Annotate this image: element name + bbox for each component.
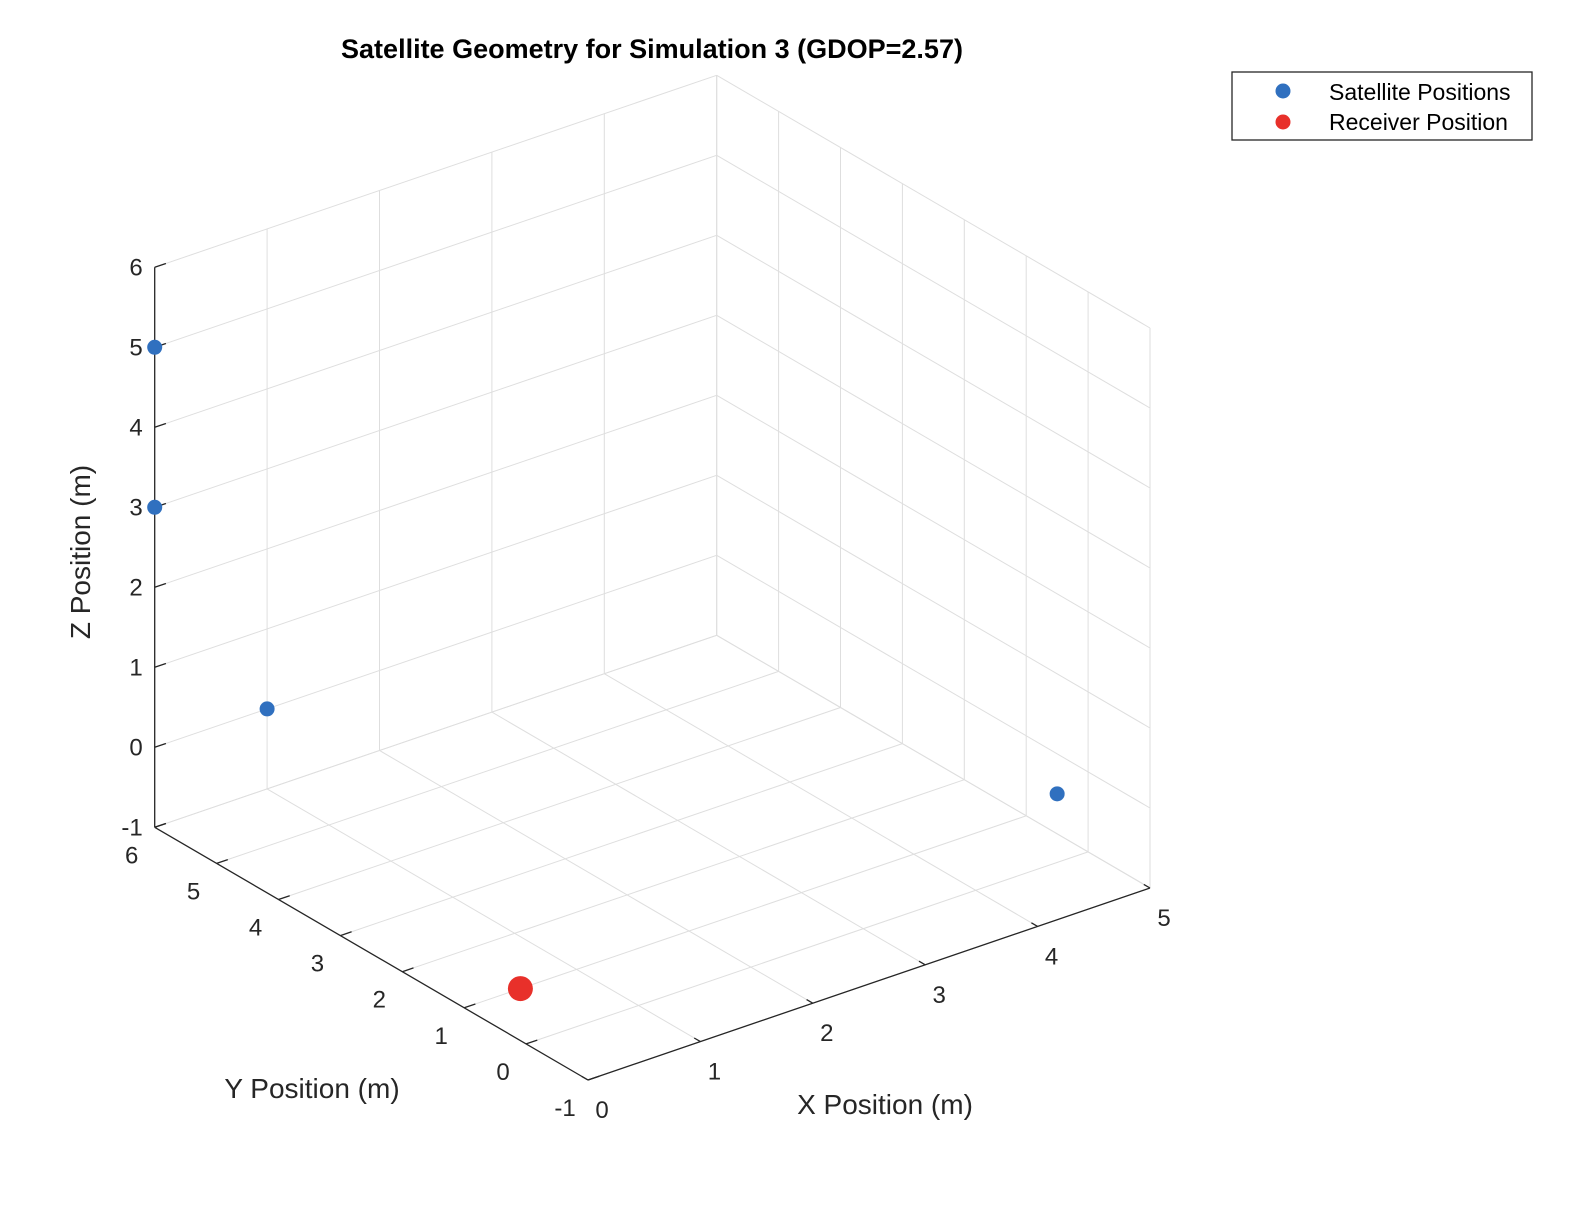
- grid-lines: [154, 74, 1151, 1081]
- z-tick-label: -1: [121, 814, 142, 841]
- legend: Satellite Positions Receiver Position: [1231, 71, 1533, 141]
- z-tick-label: 5: [129, 334, 142, 361]
- floor-grid-x: [604, 673, 1038, 927]
- x-tick-mark: [918, 960, 926, 966]
- floor-grid-y: [525, 851, 1089, 1045]
- side-wall-grid-z: [716, 154, 1151, 409]
- y-tick-label: 4: [249, 915, 262, 942]
- y-tick-label: 2: [373, 987, 386, 1014]
- y-tick-mark: [587, 1075, 600, 1081]
- side-wall-grid-z: [716, 314, 1151, 569]
- y-tick-mark: [402, 967, 414, 973]
- z-tick-mark: [154, 662, 167, 668]
- satellite-point: [1049, 786, 1065, 802]
- y-tick-mark: [463, 1003, 476, 1009]
- back-wall-grid-z: [154, 234, 717, 428]
- satellite-point: [259, 701, 275, 717]
- side-wall-grid-z: [716, 234, 1151, 489]
- x-tick-mark: [693, 1037, 701, 1043]
- back-wall-grid-z: [154, 154, 717, 348]
- z-tick-mark: [154, 422, 167, 428]
- legend-label-satellite: Satellite Positions: [1329, 79, 1511, 105]
- floor-grid-y: [278, 707, 841, 900]
- legend-label-receiver: Receiver Position: [1329, 109, 1508, 135]
- axes: [154, 262, 1151, 1081]
- x-tick-label: 0: [595, 1097, 608, 1124]
- z-tick-mark: [154, 262, 167, 268]
- z-tick-mark: [154, 742, 167, 748]
- floor-grid-y: [340, 743, 903, 937]
- z-tick-label: 6: [129, 254, 142, 281]
- legend-marker-receiver: [1275, 114, 1291, 130]
- x-tick-label: 2: [820, 1020, 833, 1047]
- y-axis-label: Y Position (m): [224, 1073, 399, 1104]
- side-wall-grid-z: [716, 554, 1151, 809]
- x-tick-label: 5: [1157, 905, 1170, 932]
- back-wall-grid-z: [154, 634, 717, 828]
- y-tick-label: 6: [125, 842, 138, 869]
- y-tick-mark: [278, 895, 290, 901]
- y-tick-label: 3: [311, 951, 324, 978]
- z-tick-label: 4: [129, 414, 142, 441]
- floor-grid-y: [402, 779, 965, 973]
- back-wall-grid-z: [154, 394, 717, 588]
- x-tick-mark: [1031, 922, 1038, 927]
- y-tick-mark: [340, 931, 352, 937]
- y-tick-label: -1: [554, 1095, 575, 1122]
- floor-grid-x: [266, 788, 701, 1043]
- x-axis-line: [587, 887, 1151, 1081]
- floor-grid-y: [464, 815, 1027, 1009]
- z-tick-label: 2: [129, 574, 142, 601]
- z-axis-label: Z Position (m): [65, 465, 96, 639]
- x-tick-mark: [581, 1075, 589, 1081]
- x-axis-label: X Position (m): [797, 1089, 973, 1120]
- z-tick-mark: [154, 822, 167, 828]
- receiver-point: [507, 976, 533, 1002]
- data-points: [147, 339, 1065, 1002]
- back-wall-grid-z: [154, 74, 717, 268]
- chart-title: Satellite Geometry for Simulation 3 (GDO…: [341, 34, 963, 64]
- satellite-point: [147, 499, 163, 515]
- satellite-point: [147, 339, 163, 355]
- y-axis-line: [154, 826, 589, 1081]
- back-wall-grid-z: [154, 314, 717, 508]
- x-tick-label: 3: [933, 982, 946, 1009]
- y-tick-mark: [216, 858, 229, 865]
- z-tick-label: 1: [129, 654, 142, 681]
- z-tick-label: 3: [129, 494, 142, 521]
- y-tick-label: 5: [187, 878, 200, 905]
- x-tick-mark: [806, 999, 814, 1004]
- x-tick-mark: [1143, 883, 1151, 889]
- z-tick-label: 0: [129, 734, 142, 761]
- y-tick-label: 0: [496, 1059, 509, 1086]
- side-wall-grid-z: [716, 74, 1151, 329]
- y-tick-label: 1: [435, 1023, 448, 1050]
- z-tick-mark: [154, 582, 167, 588]
- back-wall-grid-z: [154, 474, 717, 668]
- side-wall-grid-z: [716, 394, 1151, 649]
- floor-grid-y: [216, 670, 779, 864]
- side-wall-grid-z: [716, 474, 1151, 729]
- x-tick-label: 4: [1045, 943, 1058, 970]
- side-wall-grid-z: [716, 634, 1151, 889]
- floor-grid-x: [379, 750, 814, 1004]
- y-tick-mark: [525, 1039, 538, 1045]
- legend-marker-satellite: [1275, 83, 1291, 99]
- floor-grid-x: [491, 711, 926, 966]
- back-wall-grid-z: [154, 554, 717, 748]
- x-tick-label: 1: [708, 1059, 721, 1086]
